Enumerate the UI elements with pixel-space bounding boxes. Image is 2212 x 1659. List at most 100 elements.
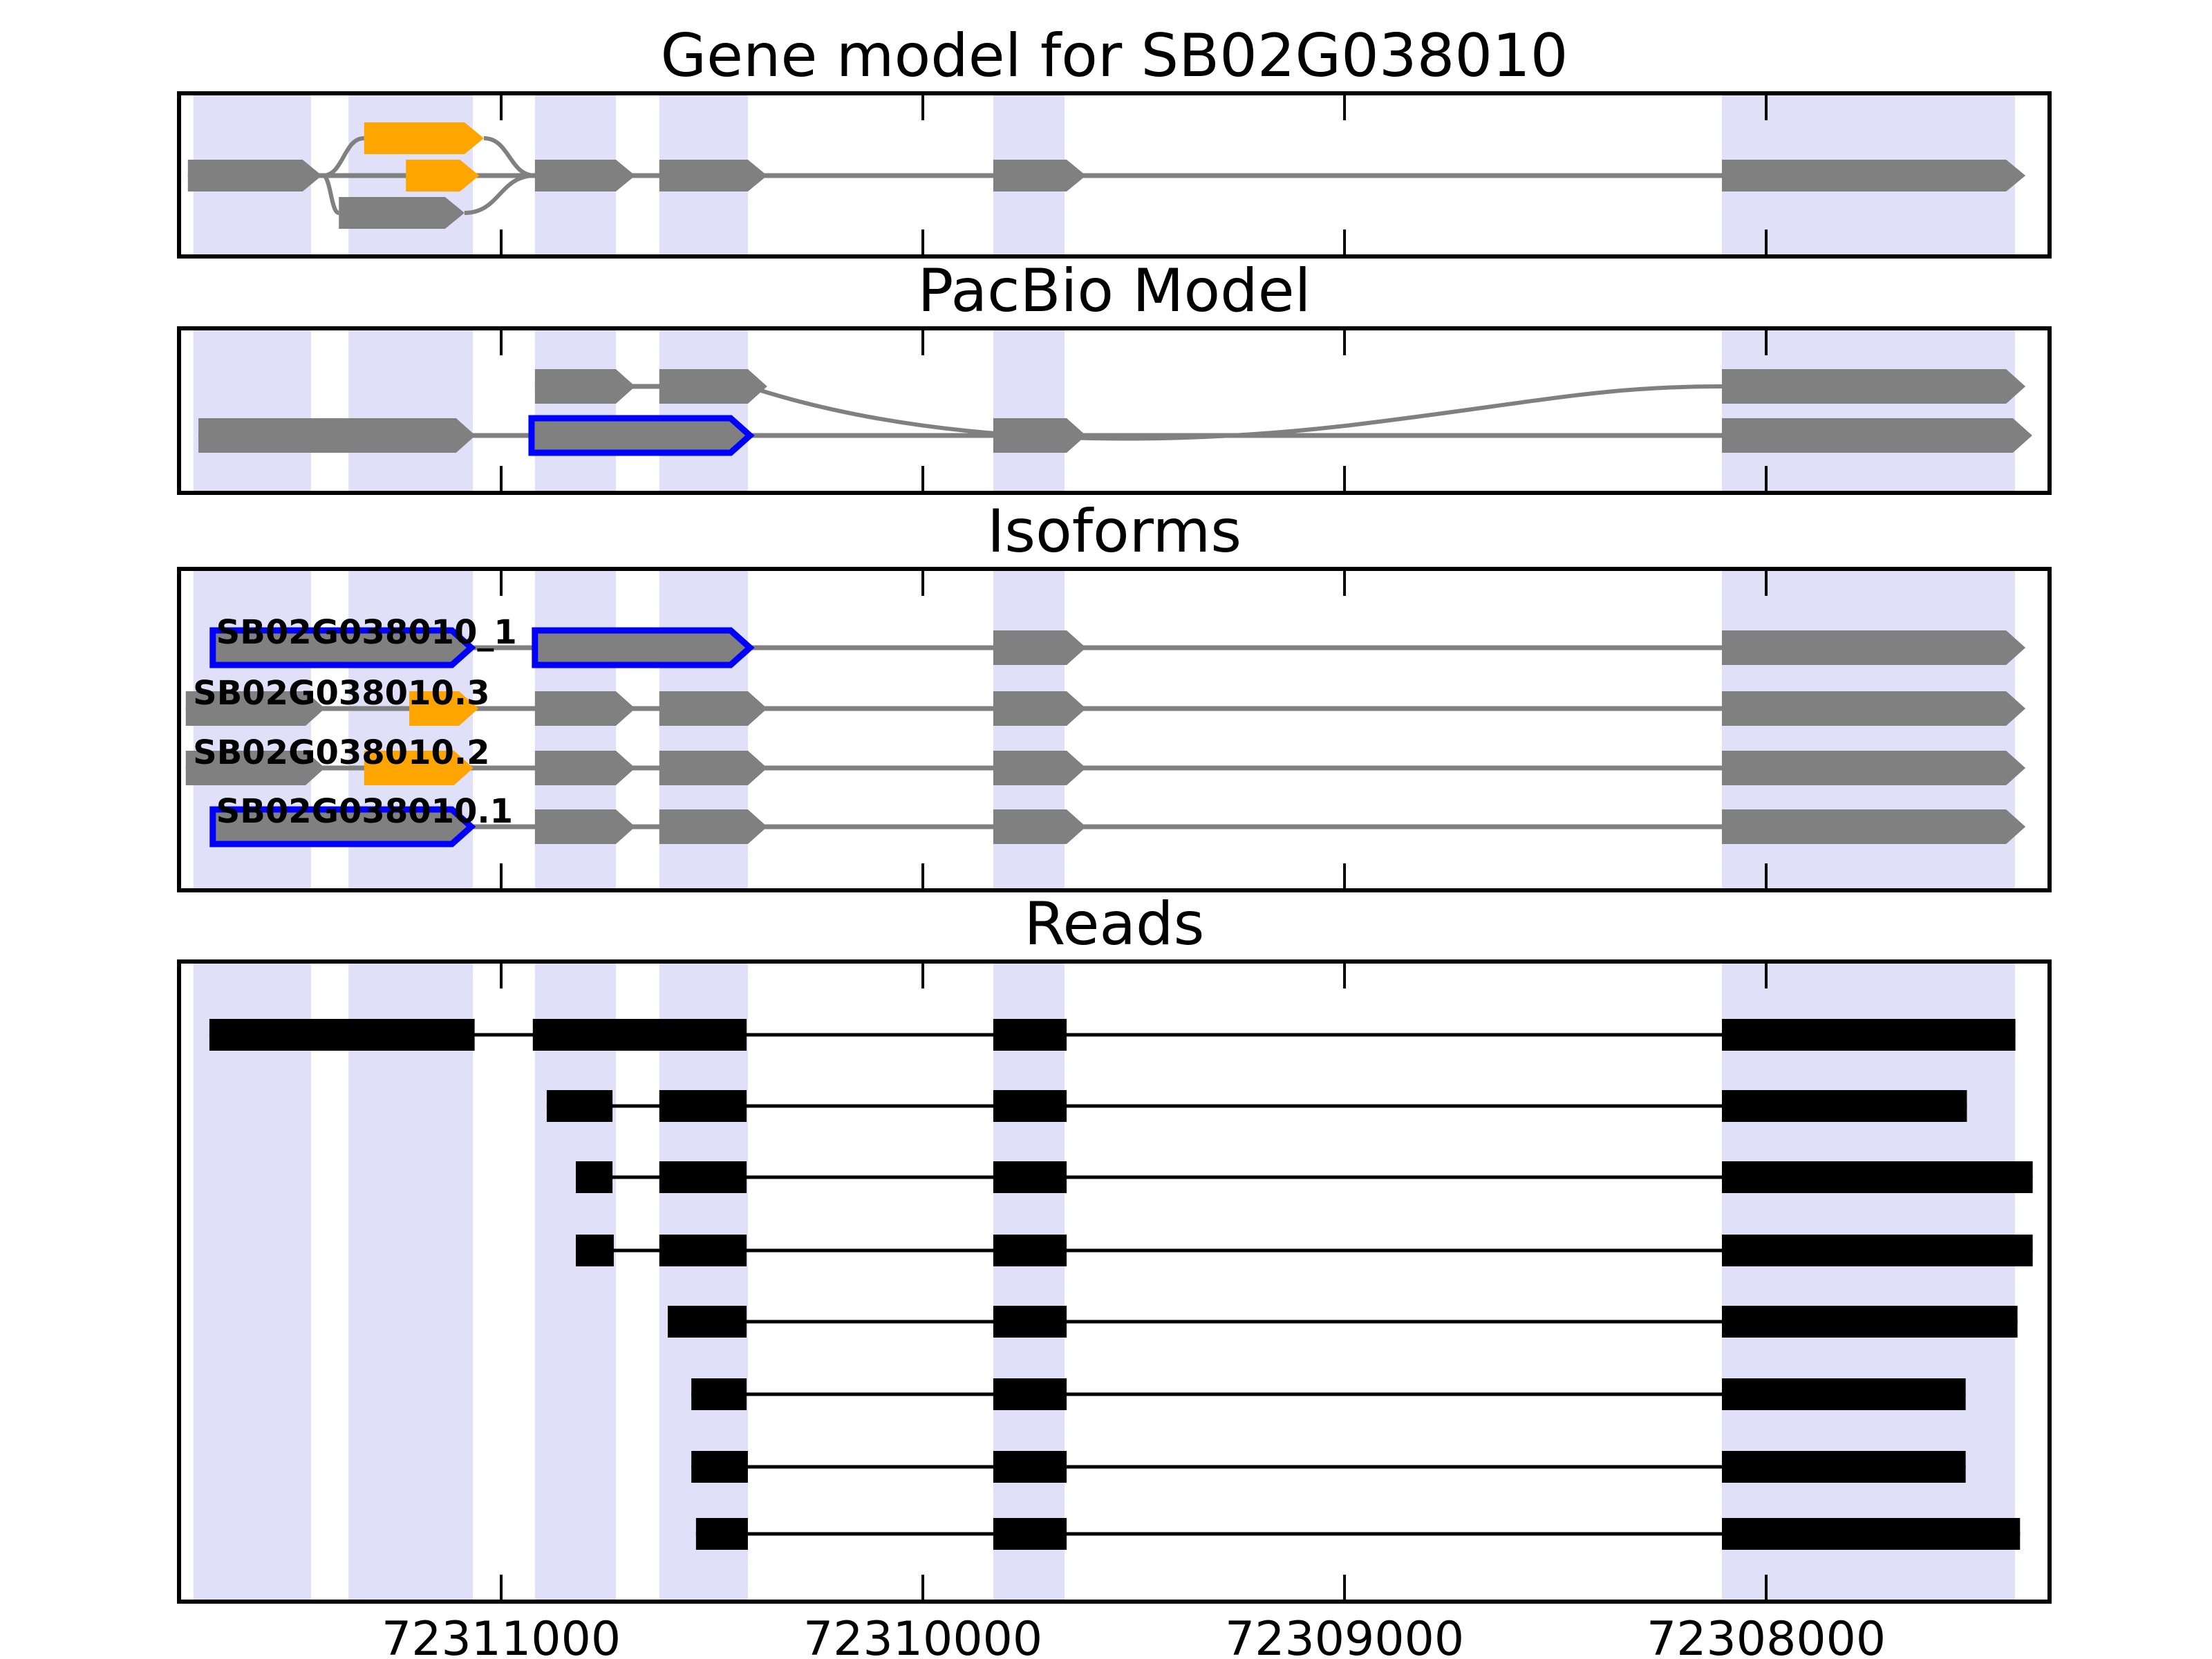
exon bbox=[659, 369, 767, 404]
read-block bbox=[532, 1019, 747, 1051]
exon bbox=[209, 627, 476, 668]
read-block bbox=[659, 1161, 747, 1193]
exon bbox=[993, 418, 1087, 453]
exon bbox=[1722, 630, 2026, 665]
panel-border bbox=[177, 959, 2052, 1604]
read-block bbox=[993, 1306, 1067, 1338]
read-block bbox=[993, 1235, 1067, 1266]
exon bbox=[185, 751, 326, 785]
read-block bbox=[668, 1306, 747, 1338]
exon bbox=[993, 630, 1087, 665]
highlight-band bbox=[193, 330, 311, 491]
highlight-band bbox=[534, 330, 616, 491]
exon bbox=[534, 691, 635, 726]
read-block bbox=[993, 1518, 1067, 1550]
read-block bbox=[1722, 1161, 2033, 1193]
exon bbox=[1722, 809, 2026, 844]
panel-title: PacBio Model bbox=[917, 256, 1311, 326]
exon bbox=[993, 691, 1087, 726]
read-block bbox=[695, 1518, 748, 1550]
highlight-band bbox=[348, 330, 474, 491]
exon bbox=[993, 809, 1087, 844]
axis-tick-label: 72308000 bbox=[1647, 1612, 1886, 1659]
read-block bbox=[993, 1019, 1067, 1051]
exon bbox=[1722, 160, 2026, 191]
read-block bbox=[659, 1235, 747, 1266]
read-block bbox=[993, 1161, 1067, 1193]
read-block bbox=[209, 1019, 475, 1051]
exon bbox=[534, 809, 635, 844]
highlight-band bbox=[659, 964, 748, 1600]
exon bbox=[209, 806, 476, 847]
read-block bbox=[993, 1451, 1067, 1483]
exon bbox=[185, 691, 326, 726]
exon bbox=[534, 751, 635, 785]
exon bbox=[364, 122, 484, 154]
isoform-label: SB02G038010_1 bbox=[216, 613, 517, 652]
highlight-band bbox=[348, 964, 474, 1600]
read-block bbox=[691, 1378, 747, 1410]
read-block bbox=[576, 1235, 614, 1266]
intron-curve bbox=[321, 174, 340, 215]
highlight-band bbox=[1722, 964, 2015, 1600]
exon bbox=[187, 160, 322, 191]
panel-gene-model: Gene model for SB02G038010 bbox=[177, 21, 2052, 259]
exon bbox=[534, 369, 635, 404]
exon bbox=[339, 197, 465, 229]
read-block bbox=[659, 1090, 747, 1122]
read-block bbox=[1722, 1378, 1966, 1410]
read-block bbox=[1722, 1451, 1966, 1483]
exon bbox=[409, 691, 479, 726]
axis-tick-label: 72310000 bbox=[803, 1612, 1042, 1659]
highlight-band bbox=[993, 964, 1065, 1600]
read-block bbox=[1722, 1306, 2018, 1338]
axis-tick-label: 72311000 bbox=[382, 1612, 621, 1659]
highlight-band bbox=[193, 964, 311, 1600]
exon bbox=[1722, 751, 2026, 785]
exon bbox=[1722, 369, 2026, 404]
intron-curve bbox=[322, 136, 365, 178]
exon bbox=[528, 415, 755, 456]
read-block bbox=[691, 1451, 748, 1483]
panel-title: Isoforms bbox=[987, 497, 1241, 566]
read-block bbox=[1722, 1090, 1967, 1122]
panel-title: Gene model for SB02G038010 bbox=[661, 21, 1568, 91]
read-block bbox=[1722, 1019, 2016, 1051]
read-block bbox=[546, 1090, 613, 1122]
read-block bbox=[993, 1378, 1067, 1410]
exon bbox=[534, 160, 635, 191]
exon bbox=[198, 418, 476, 453]
panel-isoforms: SB02G038010_1 SB02G038010.3 SB02G038010.2 S… bbox=[177, 497, 2052, 892]
panel-border bbox=[177, 567, 2052, 892]
intron-curve bbox=[747, 384, 1723, 441]
intron-curve bbox=[464, 174, 535, 215]
read-block bbox=[993, 1090, 1067, 1122]
panel-border bbox=[177, 326, 2052, 495]
isoform-label: SB02G038010.1 bbox=[216, 792, 513, 831]
highlight-band bbox=[534, 964, 616, 1600]
axis-tick-label: 72309000 bbox=[1225, 1612, 1464, 1659]
highlight-band bbox=[659, 330, 748, 491]
panel-title: Reads bbox=[1024, 890, 1205, 959]
read-block bbox=[1722, 1518, 2021, 1550]
exon bbox=[659, 691, 767, 726]
isoform-label: SB02G038010.3 bbox=[193, 674, 489, 713]
exon bbox=[659, 809, 767, 844]
exon bbox=[364, 751, 474, 785]
highlight-band bbox=[1722, 330, 2015, 491]
exon bbox=[1722, 691, 2026, 726]
panel-reads: Reads bbox=[177, 890, 2052, 1604]
exon bbox=[1722, 418, 2032, 453]
read-block bbox=[1722, 1235, 2033, 1266]
exon bbox=[659, 160, 767, 191]
highlight-band bbox=[993, 330, 1065, 491]
read-block bbox=[576, 1161, 613, 1193]
exon bbox=[993, 160, 1087, 191]
exon bbox=[532, 627, 755, 668]
exon bbox=[993, 751, 1087, 785]
panel-border bbox=[177, 91, 2052, 259]
exon bbox=[406, 160, 480, 191]
exon bbox=[659, 751, 767, 785]
